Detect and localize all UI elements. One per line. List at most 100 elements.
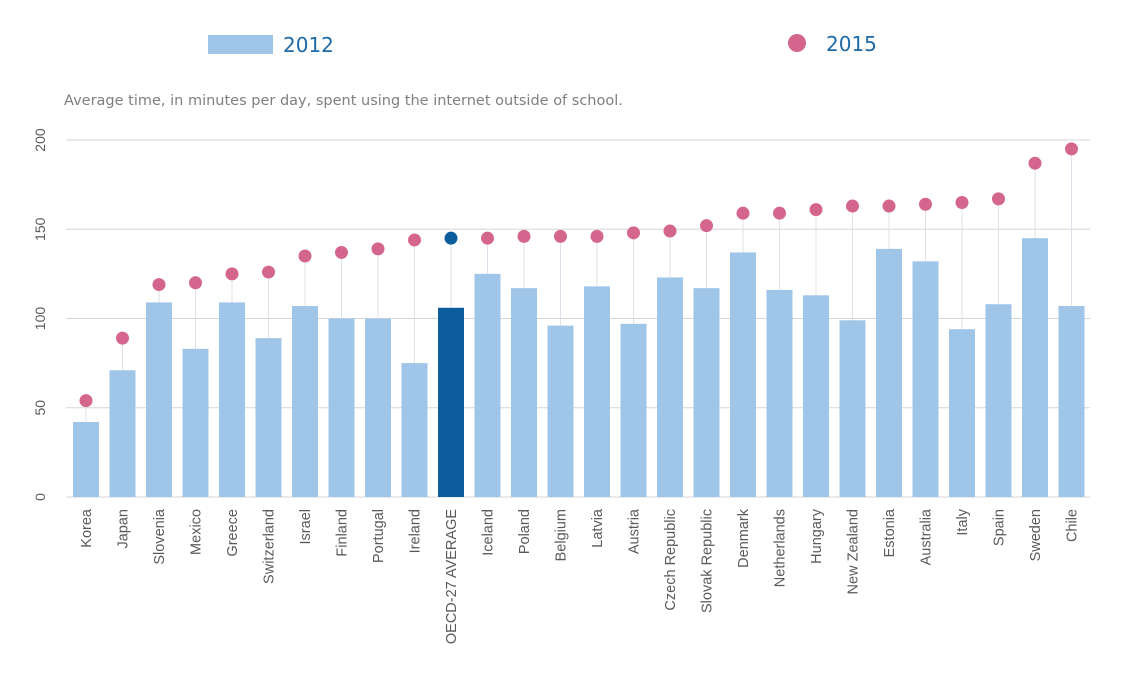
- bar-2012-iceland: [474, 273, 501, 497]
- x-tick-label: Sweden: [1028, 509, 1044, 561]
- x-tick-label: Ireland: [408, 509, 424, 553]
- bar-2012-estonia: [876, 248, 902, 497]
- x-tick-label: Hungary: [809, 508, 825, 564]
- bar-2012-latvia: [584, 286, 610, 497]
- bar-2012-israel: [292, 306, 318, 497]
- bar-2012-czech-republic: [657, 277, 683, 497]
- x-tick-label: Austria: [627, 508, 643, 554]
- bar-2012-slovenia: [146, 302, 172, 497]
- dot-2015-israel: [298, 249, 312, 263]
- bar-2012-switzerland: [255, 338, 282, 497]
- bar-2012-finland: [328, 318, 355, 497]
- dot-2015-denmark: [736, 206, 750, 220]
- dot-2015-estonia: [882, 199, 896, 213]
- dot-2015-switzerland: [262, 265, 275, 279]
- dot-2015-austria: [627, 226, 640, 240]
- x-tick-label: Korea: [79, 508, 95, 548]
- x-tick-label: Poland: [517, 509, 533, 554]
- dot-2015-italy: [955, 195, 969, 209]
- legend-swatch-2012: [208, 35, 273, 54]
- y-tick-label: 50: [32, 400, 48, 416]
- bar-2012-greece: [219, 302, 245, 497]
- bar-2012-poland: [511, 288, 537, 497]
- legend-swatch-2015: [788, 34, 806, 52]
- bar-2012-japan: [109, 370, 136, 497]
- dot-2015-korea: [79, 394, 93, 408]
- dot-2015-latvia: [590, 229, 604, 243]
- bar-2012-australia: [912, 261, 939, 497]
- x-tick-label: OECD-27 AVERAGE: [444, 509, 460, 644]
- bar-2012-oecd-27-average: [438, 307, 464, 497]
- bar-2012-denmark: [730, 252, 756, 497]
- x-tick-label: Chile: [1065, 509, 1081, 542]
- bar-2012-belgium: [547, 325, 574, 497]
- bar-2012-mexico: [182, 348, 209, 497]
- dot-2015-iceland: [481, 231, 494, 245]
- x-tick-label: Estonia: [882, 508, 898, 557]
- dot-2015-new-zealand: [846, 199, 859, 213]
- dot-2015-slovenia: [152, 278, 166, 292]
- dot-2015-sweden: [1028, 156, 1042, 170]
- legend: 2012 2015: [208, 32, 877, 57]
- x-tick-label: Czech Republic: [663, 509, 679, 611]
- x-tick-label: Mexico: [189, 509, 205, 555]
- dot-2015-oecd-27-average: [444, 231, 458, 245]
- x-tick-label: Italy: [955, 508, 971, 535]
- x-tick-label: Denmark: [736, 508, 752, 568]
- dot-2015-greece: [225, 267, 239, 281]
- bar-2012-slovak-republic: [693, 288, 720, 497]
- bar-2012-portugal: [365, 318, 391, 497]
- x-tick-label: Finland: [335, 509, 351, 557]
- x-tick-label: Australia: [919, 508, 935, 565]
- x-tick-label: Slovak Republic: [700, 509, 716, 613]
- x-tick-label: Slovenia: [152, 508, 168, 565]
- dots: [79, 142, 1078, 408]
- dot-2015-japan: [116, 331, 129, 345]
- bar-2012-chile: [1058, 306, 1085, 497]
- bar-2012-spain: [985, 304, 1012, 497]
- dot-2015-hungary: [809, 203, 823, 217]
- x-tick-label: Japan: [116, 509, 132, 549]
- bar-2012-new-zealand: [839, 320, 866, 497]
- legend-label-2015: 2015: [826, 32, 877, 56]
- x-axis: Korea Japan Slovenia Mexico Greece Switzerlan…: [79, 508, 1081, 644]
- dot-2015-finland: [335, 245, 348, 259]
- dot-2015-belgium: [554, 229, 567, 243]
- bar-2012-ireland: [401, 363, 428, 497]
- dot-2015-mexico: [189, 276, 202, 290]
- dot-2015-netherlands: [773, 206, 786, 220]
- y-tick-label: 200: [32, 128, 48, 152]
- dot-2015-ireland: [408, 233, 421, 247]
- dot-2015-chile: [1065, 142, 1078, 156]
- dot-2015-czech-republic: [663, 224, 677, 238]
- bar-2012-netherlands: [766, 289, 793, 497]
- x-tick-label: Spain: [992, 509, 1008, 546]
- legend-label-2012: 2012: [283, 33, 334, 57]
- dot-2015-slovak-republic: [700, 219, 713, 233]
- dot-2015-poland: [517, 229, 531, 243]
- y-tick-label: 150: [32, 217, 48, 241]
- x-tick-label: Portugal: [371, 509, 387, 563]
- chart-subtitle: Average time, in minutes per day, spent …: [64, 93, 623, 109]
- bar-2012-italy: [949, 329, 975, 497]
- bar-2012-korea: [73, 422, 99, 497]
- y-tick-label: 100: [32, 307, 48, 331]
- dot-2015-australia: [919, 197, 932, 211]
- dot-2015-spain: [992, 192, 1005, 206]
- x-tick-label: Switzerland: [262, 509, 278, 584]
- bar-2012-austria: [620, 323, 647, 497]
- x-tick-label: Greece: [225, 509, 241, 557]
- bar-2012-hungary: [803, 295, 829, 497]
- bars: [73, 238, 1085, 498]
- bar-2012-sweden: [1022, 238, 1048, 498]
- x-tick-label: Netherlands: [773, 509, 789, 587]
- x-tick-label: Belgium: [554, 509, 570, 561]
- x-tick-label: New Zealand: [846, 509, 862, 594]
- x-tick-label: Israel: [298, 509, 314, 544]
- x-tick-label: Iceland: [481, 509, 497, 556]
- y-axis: 0 50 100 150 200: [32, 128, 48, 501]
- dot-2015-portugal: [371, 242, 385, 256]
- y-tick-label: 0: [32, 493, 48, 501]
- x-tick-label: Latvia: [590, 508, 606, 548]
